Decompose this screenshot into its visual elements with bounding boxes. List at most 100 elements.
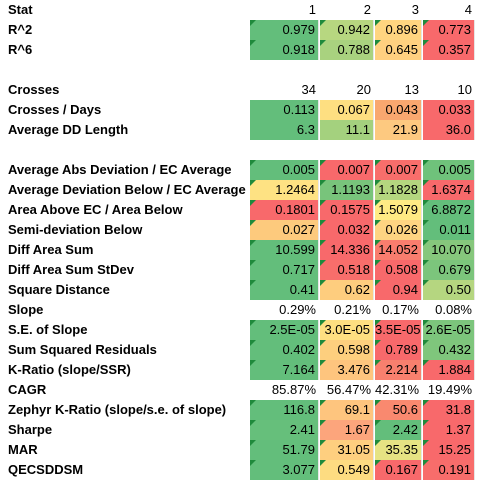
table-cell[interactable]: 0.007 bbox=[320, 160, 374, 180]
table-cell[interactable]: 1.6374 bbox=[423, 180, 475, 200]
table-cell[interactable]: 0.357 bbox=[423, 40, 475, 60]
table-cell[interactable]: 1.884 bbox=[423, 360, 475, 380]
table-cell[interactable]: 0.942 bbox=[320, 20, 374, 40]
table-cell[interactable]: 0.011 bbox=[423, 220, 475, 240]
table-cell[interactable]: 51.79 bbox=[250, 440, 319, 460]
table-cell[interactable]: 1.1828 bbox=[375, 180, 422, 200]
table-cell[interactable]: 20 bbox=[320, 80, 374, 100]
table-cell[interactable]: 21.9 bbox=[375, 120, 422, 140]
table-cell[interactable]: 0.717 bbox=[250, 260, 319, 280]
table-cell[interactable]: 1.1193 bbox=[320, 180, 374, 200]
table-cell[interactable]: 0.17% bbox=[375, 300, 422, 320]
cell-value: 0.011 bbox=[439, 222, 471, 237]
table-cell[interactable]: 42.31% bbox=[375, 380, 422, 400]
table-cell[interactable]: 0.113 bbox=[250, 100, 319, 120]
table-cell[interactable]: 50.6 bbox=[375, 400, 422, 420]
table-cell[interactable]: 0.50 bbox=[423, 280, 475, 300]
table-cell[interactable]: 0.032 bbox=[320, 220, 374, 240]
table-cell[interactable]: 34 bbox=[250, 80, 319, 100]
table-cell[interactable]: 31.05 bbox=[320, 440, 374, 460]
table-cell[interactable]: 2.5E-05 bbox=[250, 320, 319, 340]
table-cell[interactable]: 0.979 bbox=[250, 20, 319, 40]
table-cell[interactable]: 0.191 bbox=[423, 460, 475, 480]
table-cell[interactable]: 3.0E-05 bbox=[320, 320, 374, 340]
table-cell[interactable]: 0.043 bbox=[375, 100, 422, 120]
table-cell[interactable]: 19.49% bbox=[423, 380, 475, 400]
error-indicator-icon bbox=[423, 260, 429, 266]
table-cell[interactable]: 3.077 bbox=[250, 460, 319, 480]
table-cell[interactable]: 0.29% bbox=[250, 300, 319, 320]
table-cell[interactable]: 2.6E-05 bbox=[423, 320, 475, 340]
table-cell[interactable]: 10.070 bbox=[423, 240, 475, 260]
table-cell[interactable]: 10 bbox=[423, 80, 475, 100]
table-cell[interactable]: 0.508 bbox=[375, 260, 422, 280]
table-cell[interactable]: 0.94 bbox=[375, 280, 422, 300]
table-cell[interactable]: 36.0 bbox=[423, 120, 475, 140]
table-cell[interactable]: 116.8 bbox=[250, 400, 319, 420]
table-cell[interactable]: 0.08% bbox=[423, 300, 475, 320]
table-cell[interactable]: 0.896 bbox=[375, 20, 422, 40]
table-cell[interactable]: 10.599 bbox=[250, 240, 319, 260]
table-cell[interactable]: 11.1 bbox=[320, 120, 374, 140]
table-cell[interactable]: 0.598 bbox=[320, 340, 374, 360]
table-cell[interactable]: 1.37 bbox=[423, 420, 475, 440]
table-cell[interactable]: 0.645 bbox=[375, 40, 422, 60]
table-cell[interactable]: 0.1801 bbox=[250, 200, 319, 220]
table-cell[interactable]: 0.432 bbox=[423, 340, 475, 360]
table-cell[interactable]: 0.026 bbox=[375, 220, 422, 240]
table-cell[interactable]: 0.027 bbox=[250, 220, 319, 240]
table-row: S.E. of Slope 2.5E-05 3.0E-05 3.5E-05 2.6E-0… bbox=[0, 320, 479, 340]
table-cell[interactable]: 31.8 bbox=[423, 400, 475, 420]
table-cell[interactable]: 0.518 bbox=[320, 260, 374, 280]
stat-header: Stat bbox=[8, 2, 33, 17]
cell-value: 19.49% bbox=[427, 382, 472, 397]
error-indicator-icon bbox=[375, 340, 381, 346]
table-cell[interactable]: 1.5079 bbox=[375, 200, 422, 220]
table-cell[interactable]: 0.1575 bbox=[320, 200, 374, 220]
table-cell[interactable]: 0.549 bbox=[320, 460, 374, 480]
error-indicator-icon bbox=[320, 360, 326, 366]
error-indicator-icon bbox=[423, 340, 429, 346]
table-cell[interactable]: 0.033 bbox=[423, 100, 475, 120]
cell-value: 0.942 bbox=[337, 22, 370, 37]
row-label: Sharpe bbox=[8, 422, 53, 437]
table-cell[interactable]: 69.1 bbox=[320, 400, 374, 420]
table-cell[interactable]: 85.87% bbox=[250, 380, 319, 400]
table-cell[interactable]: 0.007 bbox=[375, 160, 422, 180]
table-cell[interactable]: 56.47% bbox=[320, 380, 374, 400]
table-cell[interactable]: 2.41 bbox=[250, 420, 319, 440]
table-cell[interactable]: 14.336 bbox=[320, 240, 374, 260]
table-cell[interactable]: 3.5E-05 bbox=[375, 320, 422, 340]
table-cell[interactable]: 0.402 bbox=[250, 340, 319, 360]
table-cell[interactable]: 0.773 bbox=[423, 20, 475, 40]
table-cell[interactable]: 0.005 bbox=[250, 160, 319, 180]
table-cell[interactable]: 0.005 bbox=[423, 160, 475, 180]
table-cell[interactable]: 14.052 bbox=[375, 240, 422, 260]
table-cell[interactable]: 1.67 bbox=[320, 420, 374, 440]
table-cell[interactable]: 35.35 bbox=[375, 440, 422, 460]
table-cell[interactable]: 7.164 bbox=[250, 360, 319, 380]
table-cell[interactable]: 6.3 bbox=[250, 120, 319, 140]
table-cell[interactable]: 6.8872 bbox=[423, 200, 475, 220]
table-cell[interactable]: 0.679 bbox=[423, 260, 475, 280]
table-cell[interactable]: 1.2464 bbox=[250, 180, 319, 200]
table-cell[interactable]: 2.42 bbox=[375, 420, 422, 440]
error-indicator-icon bbox=[375, 180, 381, 186]
table-cell[interactable]: 0.62 bbox=[320, 280, 374, 300]
table-cell[interactable]: 0.21% bbox=[320, 300, 374, 320]
table-cell[interactable]: 0.789 bbox=[375, 340, 422, 360]
table-cell[interactable]: 0.918 bbox=[250, 40, 319, 60]
table-cell[interactable]: 0.788 bbox=[320, 40, 374, 60]
table-cell[interactable]: 2.214 bbox=[375, 360, 422, 380]
table-cell[interactable]: 13 bbox=[375, 80, 422, 100]
error-indicator-icon bbox=[320, 320, 326, 326]
row-label: R^2 bbox=[8, 22, 33, 37]
table-cell[interactable]: 0.41 bbox=[250, 280, 319, 300]
cell-value: 3.0E-05 bbox=[324, 322, 370, 337]
table-cell[interactable]: 0.067 bbox=[320, 100, 374, 120]
table-cell[interactable]: 15.25 bbox=[423, 440, 475, 460]
table-cell[interactable]: 0.167 bbox=[375, 460, 422, 480]
table-cell[interactable]: 3.476 bbox=[320, 360, 374, 380]
cell-value: 31.05 bbox=[337, 442, 370, 457]
